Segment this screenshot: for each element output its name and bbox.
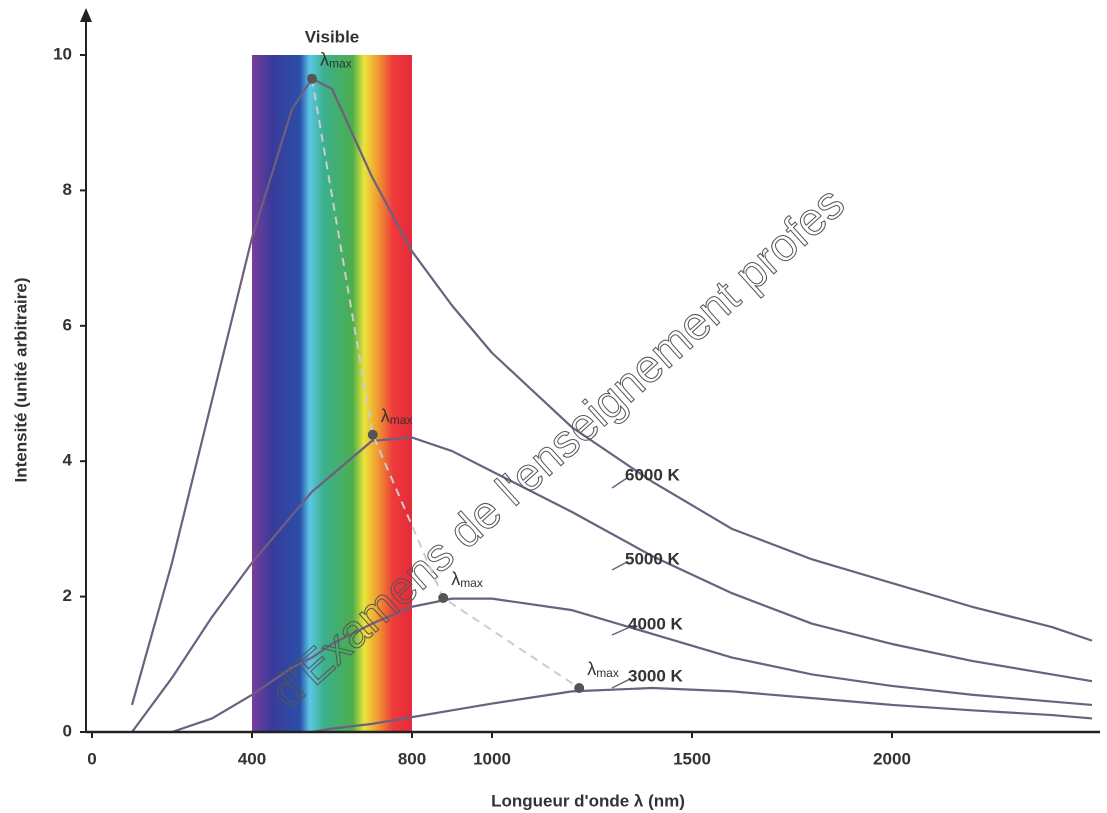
y-tick-label: 0 xyxy=(63,721,72,740)
peak-label: λmax xyxy=(381,406,413,427)
peak-label: λmax xyxy=(587,659,619,680)
peak-point xyxy=(438,592,449,603)
y-tick-label: 2 xyxy=(63,586,72,605)
peak-locus xyxy=(311,78,580,689)
peak-subscript: max xyxy=(329,57,352,71)
curves xyxy=(130,77,1093,734)
visible-label: Visible xyxy=(305,27,360,46)
x-tick-label: 1000 xyxy=(473,749,511,768)
y-axis-label: Intensité (unité arbitraire) xyxy=(11,278,30,483)
series-line xyxy=(171,597,1093,734)
peak-symbol: λ xyxy=(320,49,329,69)
peak-point xyxy=(574,682,585,693)
series-label: 6000 K xyxy=(625,465,681,484)
series-label: 4000 K xyxy=(628,614,684,633)
y-axis-arrow xyxy=(80,8,92,22)
y-tick-label: 8 xyxy=(63,180,72,199)
series-label-leader xyxy=(611,626,631,636)
series-label: 5000 K xyxy=(625,549,681,568)
y-tick-label: 4 xyxy=(63,451,73,470)
peak-point xyxy=(307,73,317,84)
x-tick-label: 800 xyxy=(398,749,426,768)
x-tick-label: 1500 xyxy=(673,749,711,768)
peak-point xyxy=(367,429,378,440)
peak-subscript: max xyxy=(596,666,619,680)
peak-label: λmax xyxy=(320,49,352,70)
peak-symbol: λ xyxy=(451,569,460,589)
x-axis-label: Longueur d'onde λ (nm) xyxy=(491,791,685,810)
series-label-leader xyxy=(611,678,631,689)
x-tick-label: 2000 xyxy=(873,749,911,768)
series-line xyxy=(311,686,1093,734)
peak-subscript: max xyxy=(390,413,413,427)
peak-label: λmax xyxy=(451,569,483,590)
series-label: 3000 K xyxy=(628,666,684,685)
series-label-leader xyxy=(611,477,628,489)
peak-symbol: λ xyxy=(381,406,390,426)
peak-symbol: λ xyxy=(587,659,596,679)
series-line xyxy=(131,436,1093,733)
x-tick-label: 0 xyxy=(87,749,96,768)
x-tick-label: 400 xyxy=(238,749,266,768)
series-label-leader xyxy=(611,561,628,571)
peak-subscript: max xyxy=(460,576,483,590)
y-tick-label: 10 xyxy=(53,44,72,63)
series-line xyxy=(130,77,1093,706)
y-tick-label: 6 xyxy=(63,315,72,334)
